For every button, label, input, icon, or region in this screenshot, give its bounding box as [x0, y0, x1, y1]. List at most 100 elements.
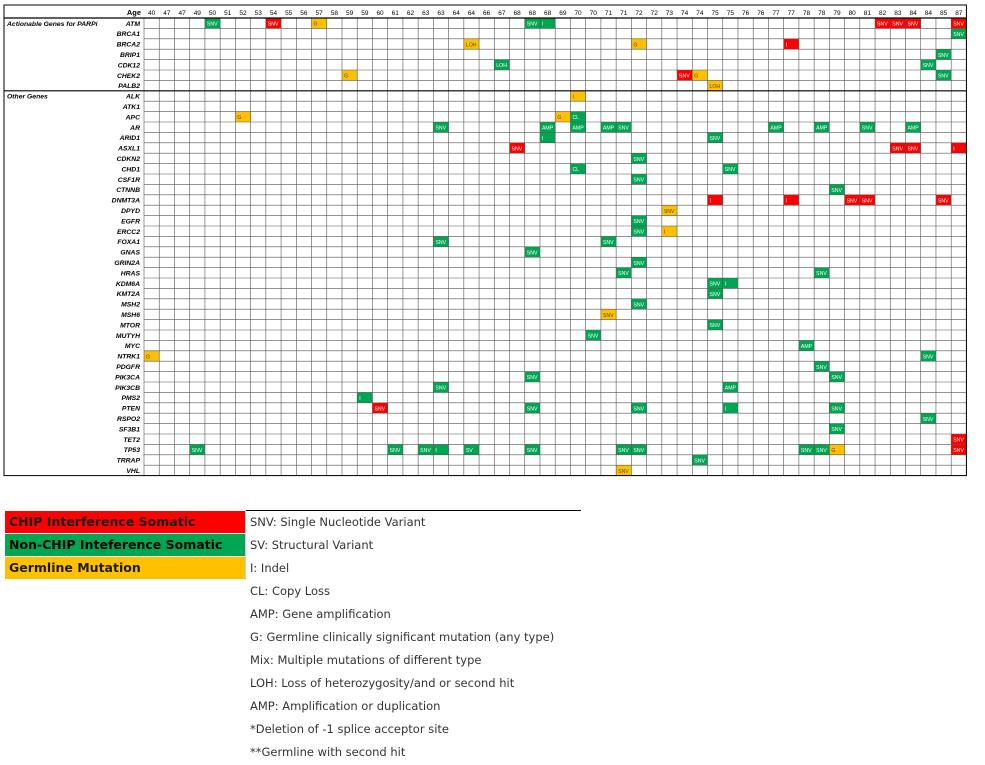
- mutation-cell: [783, 38, 799, 50]
- mutation-cell: [631, 402, 647, 414]
- mutation-label: SNV: [801, 448, 812, 454]
- mutation-label: AMP: [770, 126, 782, 132]
- age-tick-label: 59: [346, 10, 354, 17]
- abbreviation-item: LOH: Loss of heterozygosity/and or secon…: [250, 676, 515, 690]
- age-tick-label: 50: [209, 10, 217, 17]
- mutation-cell: [951, 18, 967, 29]
- mutation-cell: [631, 174, 647, 185]
- mutation-cell: [433, 382, 449, 393]
- mutation-cell: [935, 70, 952, 81]
- mutation-cell: [539, 132, 556, 143]
- mutation-cell: [844, 194, 860, 206]
- legend-top-rule: [246, 510, 581, 511]
- mutation-label: G: [344, 74, 348, 80]
- mutation-cell: [951, 434, 967, 445]
- mutation-cell: [692, 454, 708, 466]
- abbreviation-item: Mix: Multiple mutations of different typ…: [250, 653, 482, 667]
- gene-label: ARID1: [119, 135, 141, 142]
- mutation-label: SNV: [892, 22, 903, 28]
- mutation-label: SNV: [710, 323, 721, 329]
- age-tick-label: 77: [772, 10, 780, 17]
- gene-label: MUTYH: [116, 333, 141, 340]
- mutation-label: G: [694, 74, 698, 80]
- mutation-cell: [600, 309, 617, 320]
- gene-label: MSH6: [121, 312, 140, 319]
- mutation-cell: [631, 298, 647, 310]
- gene-label: APC: [125, 114, 140, 121]
- gene-label: PMS2: [121, 395, 140, 402]
- mutation-label: I: [953, 146, 954, 152]
- mutation-label: SNV: [603, 240, 614, 246]
- age-tick-label: 63: [422, 10, 430, 17]
- gene-label: MSH2: [121, 302, 140, 309]
- gene-label: KDM6A: [116, 281, 140, 288]
- gene-label: GNAS: [120, 250, 140, 257]
- mutation-cell: [722, 382, 738, 393]
- gene-label: CHD1: [121, 166, 140, 173]
- mutation-label: AMP: [603, 126, 615, 132]
- mutation-label: SNV: [847, 198, 858, 204]
- mutation-cell: [631, 444, 647, 455]
- legend-chip-key: CHIP Interference Somatic: [5, 511, 245, 533]
- abbreviation-item: CL: Copy Loss: [250, 584, 331, 598]
- mutation-cell: [829, 423, 845, 434]
- mutation-label: AMP: [816, 126, 828, 132]
- mutation-label: G: [237, 115, 241, 121]
- mutation-cell: [783, 194, 799, 206]
- gene-label: CDK12: [118, 62, 141, 69]
- mutation-cell: [555, 111, 571, 122]
- mutation-cell: [859, 194, 876, 206]
- mutation-cell: [509, 142, 525, 154]
- mutation-label: SNV: [816, 365, 827, 371]
- mutation-label: I: [786, 42, 787, 48]
- mutation-cell: [829, 444, 845, 455]
- mutation-cell: [463, 38, 480, 50]
- gene-label: CTNNB: [116, 187, 140, 194]
- mutation-label: SNV: [633, 261, 644, 267]
- mutation-label: G: [831, 448, 835, 454]
- age-tick-label: 59: [361, 10, 369, 17]
- age-tick-label: 74: [681, 10, 689, 17]
- mutation-cell: [661, 205, 678, 216]
- abbreviation-list: SNV: Single Nucleotide Variant SV: Struct…: [250, 512, 554, 765]
- mutation-label: I: [725, 406, 726, 412]
- age-tick-label: 52: [239, 10, 247, 17]
- mutation-cell: [539, 122, 556, 133]
- mutation-label: SNV: [435, 126, 446, 132]
- mutation-label: SNV: [618, 271, 629, 277]
- mutation-cell: [524, 246, 540, 258]
- mutation-label: SNV: [603, 313, 614, 319]
- age-tick-label: 55: [285, 10, 293, 17]
- mutation-cell: [722, 163, 738, 174]
- mutation-cell: [616, 122, 632, 133]
- mutation-label: I: [710, 198, 711, 204]
- gene-label: TP53: [124, 447, 140, 454]
- mutation-label: SV: [466, 448, 473, 454]
- mutation-label: I: [664, 230, 665, 236]
- gene-label: GRIN2A: [114, 260, 140, 267]
- mutation-cell: [524, 402, 540, 414]
- mutation-label: SNV: [527, 22, 538, 28]
- age-tick-label: 77: [788, 10, 796, 17]
- mutation-label: SNV: [831, 375, 842, 381]
- mutation-label: SNV: [892, 146, 903, 152]
- mutation-label: SNV: [908, 146, 919, 152]
- mutation-label: LOH: [710, 84, 721, 90]
- abbreviation-item: I: Indel: [250, 561, 290, 575]
- mutation-label: G: [314, 22, 318, 28]
- mutation-label: SNV: [953, 448, 964, 454]
- mutation-cell: [722, 278, 738, 289]
- gene-label: TET2: [123, 437, 140, 444]
- age-tick-label: 85: [940, 10, 948, 17]
- mutation-label: I: [725, 282, 726, 288]
- mutation-cell: [890, 142, 906, 154]
- mutation-label: SNV: [633, 219, 644, 225]
- mutation-label: SNV: [938, 74, 949, 80]
- age-tick-label: 54: [270, 10, 278, 17]
- age-tick-label: 69: [559, 10, 567, 17]
- mutation-label: SNV: [908, 22, 919, 28]
- mutation-cell: [661, 226, 678, 237]
- mutation-cell: [189, 444, 205, 455]
- mutation-cell: [631, 38, 647, 50]
- mutation-cell: [814, 361, 830, 372]
